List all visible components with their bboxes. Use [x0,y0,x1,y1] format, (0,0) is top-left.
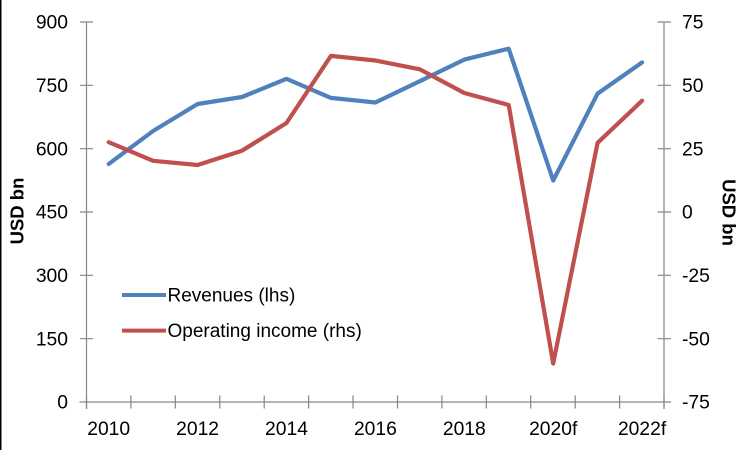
svg-text:0: 0 [57,393,68,414]
svg-text:2022f: 2022f [618,419,667,440]
svg-text:300: 300 [36,266,68,287]
svg-text:2014: 2014 [265,419,308,440]
svg-text:900: 900 [36,13,68,34]
svg-text:USD bn: USD bn [7,178,28,245]
svg-text:USD bn: USD bn [719,179,740,246]
svg-text:0: 0 [682,203,693,224]
svg-text:2010: 2010 [87,419,130,440]
svg-text:450: 450 [36,203,68,224]
svg-text:2016: 2016 [354,419,397,440]
svg-text:2020f: 2020f [529,419,578,440]
svg-text:150: 150 [36,329,68,350]
svg-text:600: 600 [36,139,68,160]
svg-text:-50: -50 [682,329,710,350]
svg-text:50: 50 [682,76,703,97]
svg-text:750: 750 [36,76,68,97]
svg-text:-75: -75 [682,393,710,414]
svg-text:Operating income (rhs): Operating income (rhs) [168,321,362,342]
svg-text:25: 25 [682,139,703,160]
svg-text:-25: -25 [682,266,710,287]
svg-text:2018: 2018 [443,419,486,440]
svg-text:2012: 2012 [176,419,219,440]
svg-text:Revenues (lhs): Revenues (lhs) [168,286,296,307]
svg-text:75: 75 [682,13,703,34]
